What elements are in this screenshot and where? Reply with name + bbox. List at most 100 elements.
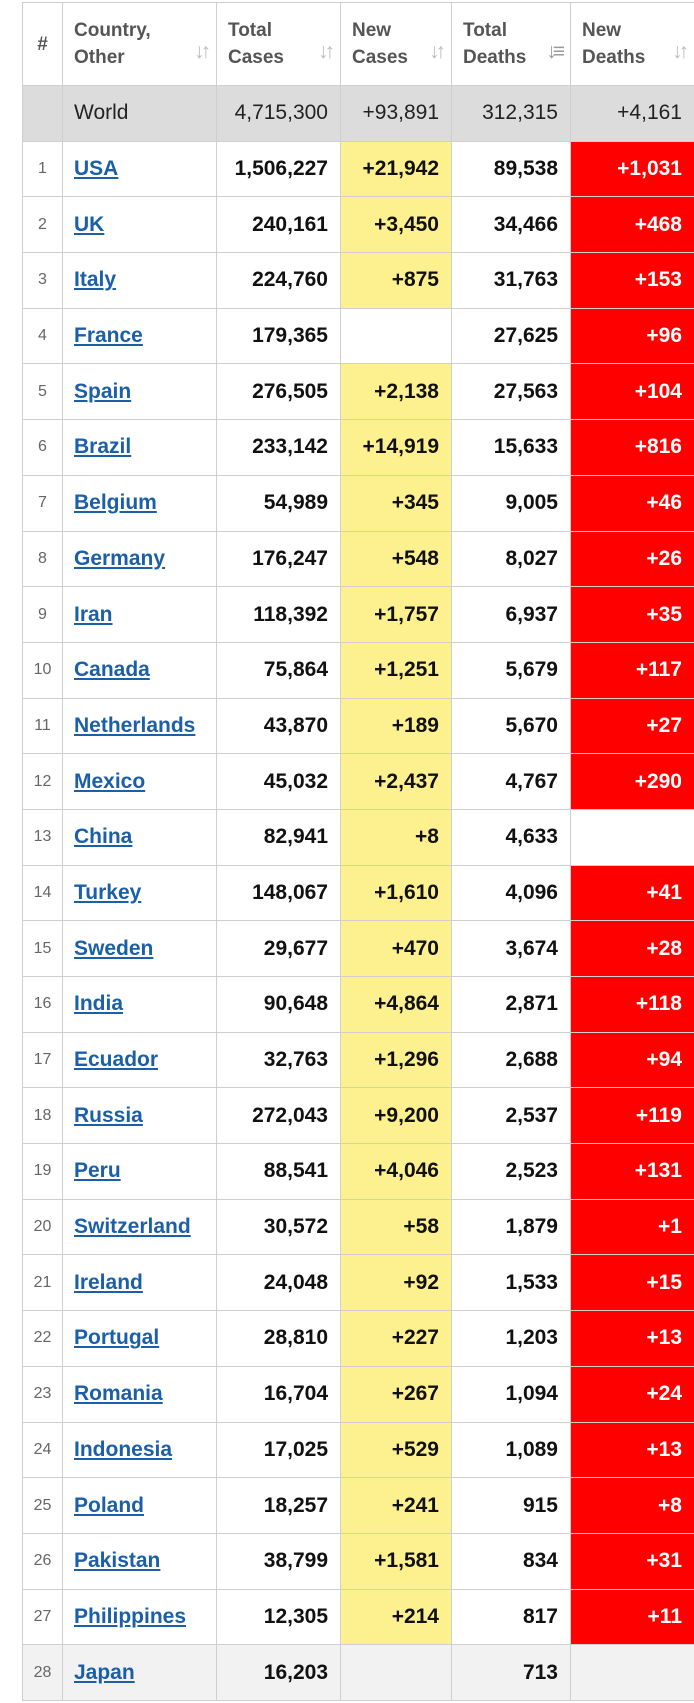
country-cell: Spain <box>62 363 217 421</box>
country-link[interactable]: Italy <box>74 268 117 292</box>
country-cell: Canada <box>62 641 217 699</box>
total-deaths-cell: 89,538 <box>451 140 571 198</box>
country-link[interactable]: Russia <box>74 1103 143 1127</box>
country-link[interactable]: Iran <box>74 602 113 626</box>
new-deaths-cell: +119 <box>570 1087 694 1145</box>
country-link[interactable]: UK <box>74 212 105 236</box>
sort-arrows-icon[interactable]: ↓↑ <box>672 40 689 63</box>
new-cases-cell: +1,757 <box>340 586 452 643</box>
new-cases-cell: +9,200 <box>340 1087 452 1145</box>
country-cell: China <box>62 808 217 866</box>
column-header-total-deaths[interactable]: Total Deaths ↓≡ <box>451 2 571 86</box>
country-link[interactable]: USA <box>74 157 119 181</box>
new-cases-cell: +1,251 <box>340 641 452 699</box>
total-deaths-cell: 1,203 <box>451 1310 571 1367</box>
country-link[interactable]: France <box>74 324 143 348</box>
world-total-cases: 4,715,300 <box>216 85 341 142</box>
country-cell: Indonesia <box>62 1421 217 1479</box>
country-link[interactable]: Romania <box>74 1382 163 1406</box>
column-header-country[interactable]: Country, Other ↓↑ <box>62 2 217 86</box>
new-cases-cell: +267 <box>340 1365 452 1423</box>
total-deaths-cell: 1,089 <box>451 1421 571 1479</box>
country-cell: Ireland <box>62 1254 217 1312</box>
new-deaths-cell: +27 <box>570 697 694 755</box>
new-deaths-cell: +117 <box>570 641 694 699</box>
table-row: 15 Sweden 29,677 +470 3,674 +28 <box>22 920 694 977</box>
country-link[interactable]: Spain <box>74 379 132 403</box>
new-cases-cell: +875 <box>340 252 452 309</box>
column-header-new-cases[interactable]: New Cases ↓↑ <box>340 2 452 86</box>
country-link[interactable]: Indonesia <box>74 1437 173 1461</box>
sort-arrows-icon[interactable]: ↓↑ <box>429 40 446 63</box>
country-link[interactable]: Brazil <box>74 435 132 459</box>
total-cases-cell: 118,392 <box>216 586 341 643</box>
country-link[interactable]: Canada <box>74 658 150 682</box>
country-cell: Belgium <box>62 474 217 532</box>
country-link[interactable]: Portugal <box>74 1326 160 1350</box>
country-link[interactable]: Belgium <box>74 491 157 515</box>
country-link[interactable]: Ecuador <box>74 1048 159 1072</box>
country-cell: Japan <box>62 1644 217 1701</box>
sort-arrows-icon[interactable]: ↓↑ <box>194 40 211 63</box>
row-rank: 21 <box>22 1254 63 1312</box>
sort-descending-icon[interactable]: ↓≡ <box>546 40 565 63</box>
new-deaths-cell: +153 <box>570 252 694 309</box>
column-header-new-deaths[interactable]: New Deaths ↓↑ <box>570 2 694 86</box>
new-cases-cell: +1,296 <box>340 1031 452 1089</box>
sort-arrows-icon[interactable]: ↓↑ <box>318 40 335 63</box>
country-cell: Ecuador <box>62 1031 217 1089</box>
row-rank: 17 <box>22 1031 63 1089</box>
row-rank: 5 <box>22 363 63 421</box>
row-rank: 11 <box>22 697 63 755</box>
table-header-row: # Country, Other ↓↑ Total Cases ↓↑ New Cas… <box>22 2 694 86</box>
new-deaths-cell: +35 <box>570 586 694 643</box>
total-cases-cell: 16,203 <box>216 1644 341 1701</box>
column-header-country-label: Country, Other <box>74 20 151 68</box>
new-deaths-cell: +28 <box>570 920 694 977</box>
row-rank: 9 <box>22 586 63 643</box>
total-deaths-cell: 15,633 <box>451 419 571 476</box>
country-link[interactable]: Pakistan <box>74 1549 161 1573</box>
table-row: 22 Portugal 28,810 +227 1,203 +13 <box>22 1310 694 1367</box>
country-link[interactable]: Philippines <box>74 1604 187 1628</box>
country-link[interactable]: Netherlands <box>74 713 196 737</box>
column-header-total-cases-label: Total Cases <box>228 20 284 68</box>
table-row: 8 Germany 176,247 +548 8,027 +26 <box>22 530 694 588</box>
column-header-total-cases[interactable]: Total Cases ↓↑ <box>216 2 341 86</box>
table-row: 16 India 90,648 +4,864 2,871 +118 <box>22 976 694 1033</box>
world-label: World <box>62 85 217 142</box>
country-link[interactable]: Mexico <box>74 769 146 793</box>
country-link[interactable]: Germany <box>74 546 166 570</box>
total-deaths-cell: 34,466 <box>451 196 571 254</box>
row-rank: 8 <box>22 530 63 588</box>
country-link[interactable]: Poland <box>74 1493 145 1517</box>
column-header-rank-label: # <box>37 33 48 55</box>
country-link[interactable]: China <box>74 825 133 849</box>
new-deaths-cell: +8 <box>570 1477 694 1534</box>
country-link[interactable]: Sweden <box>74 936 154 960</box>
total-cases-cell: 32,763 <box>216 1031 341 1089</box>
table-row: 21 Ireland 24,048 +92 1,533 +15 <box>22 1254 694 1312</box>
table-row: 6 Brazil 233,142 +14,919 15,633 +816 <box>22 419 694 476</box>
country-link[interactable]: India <box>74 992 124 1016</box>
row-rank: 22 <box>22 1310 63 1367</box>
country-link[interactable]: Japan <box>74 1660 135 1684</box>
column-header-new-deaths-label: New Deaths <box>582 20 646 68</box>
new-cases-cell: +3,450 <box>340 196 452 254</box>
country-link[interactable]: Peru <box>74 1159 121 1183</box>
country-link[interactable]: Turkey <box>74 880 142 904</box>
total-cases-cell: 88,541 <box>216 1143 341 1200</box>
total-deaths-cell: 4,096 <box>451 864 571 922</box>
new-cases-cell: +529 <box>340 1421 452 1479</box>
new-cases-cell: +14,919 <box>340 419 452 476</box>
table-row: 10 Canada 75,864 +1,251 5,679 +117 <box>22 641 694 699</box>
total-cases-cell: 148,067 <box>216 864 341 922</box>
column-header-new-cases-label: New Cases <box>352 20 408 68</box>
table-row: 28 Japan 16,203 713 <box>22 1644 694 1701</box>
table-row: 17 Ecuador 32,763 +1,296 2,688 +94 <box>22 1031 694 1089</box>
country-link[interactable]: Switzerland <box>74 1215 191 1239</box>
total-deaths-cell: 834 <box>451 1532 571 1590</box>
row-rank: 23 <box>22 1365 63 1423</box>
country-link[interactable]: Ireland <box>74 1270 143 1294</box>
new-deaths-cell: +816 <box>570 419 694 476</box>
